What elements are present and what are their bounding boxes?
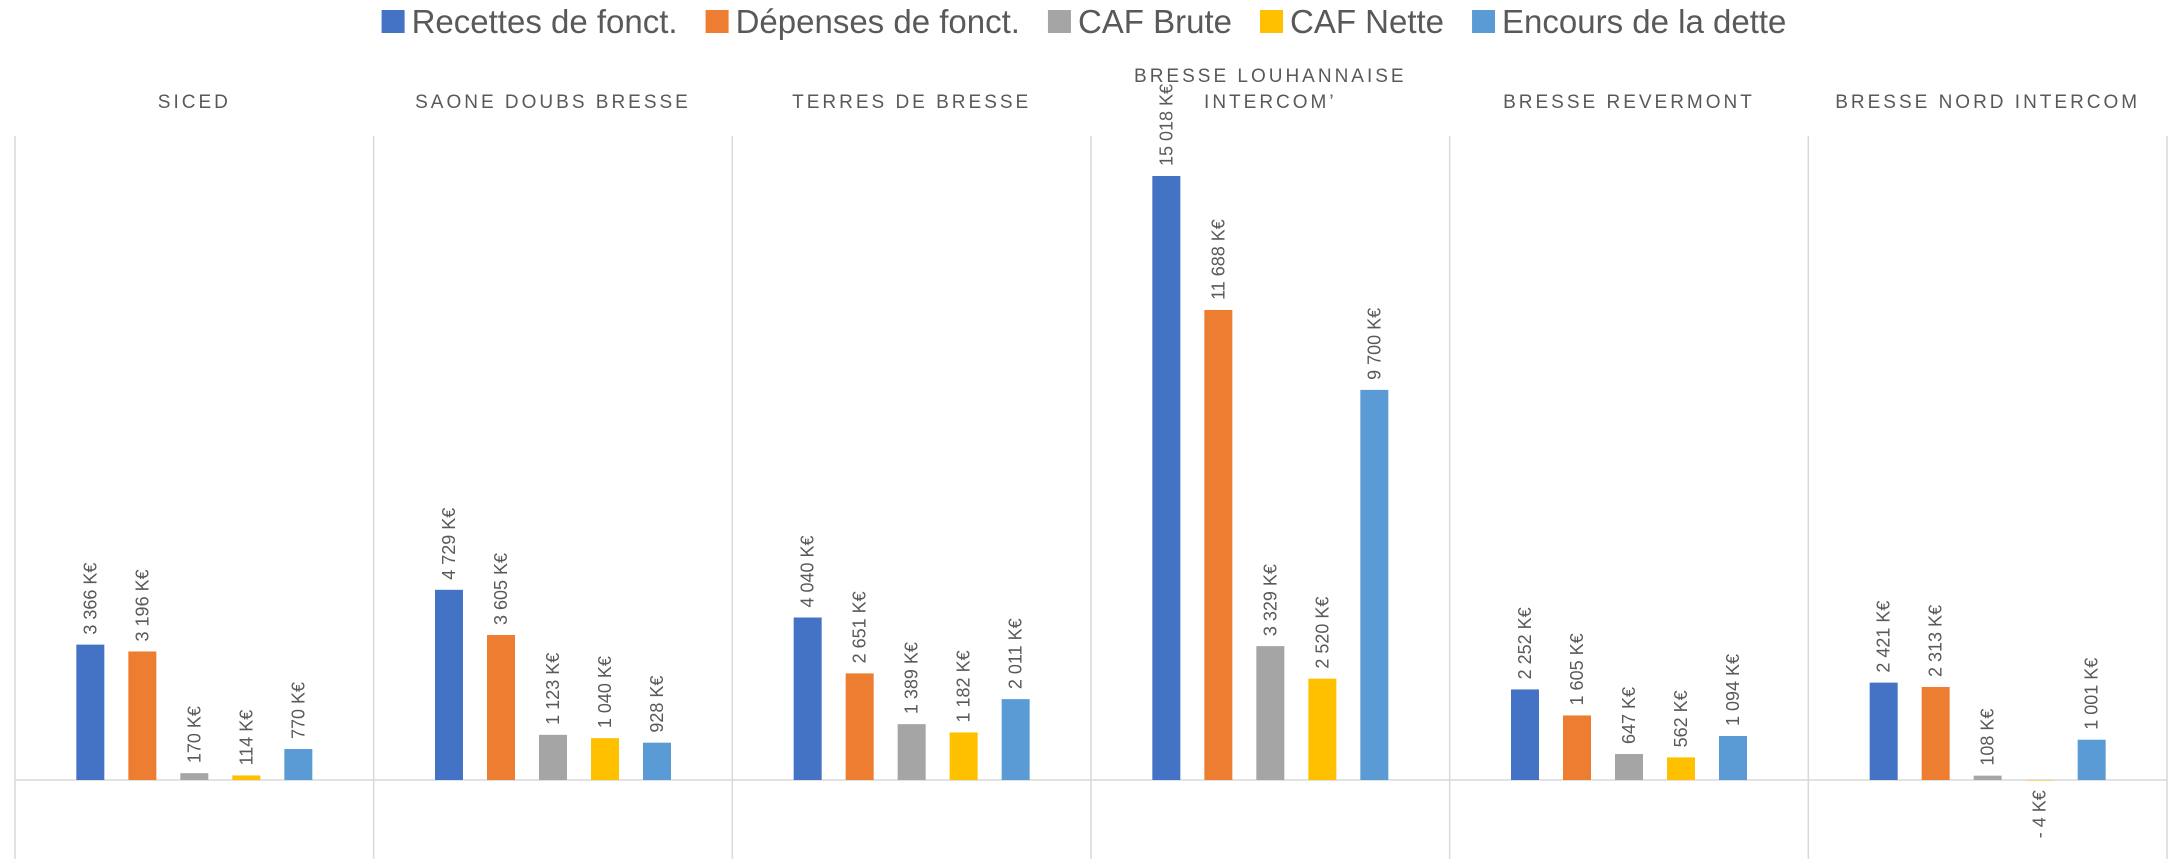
value-label: 9 700 K€ <box>1364 308 1384 380</box>
bar <box>591 738 619 780</box>
legend-label: Dépenses de fonct. <box>736 3 1020 40</box>
value-label: 4 729 K€ <box>439 508 459 580</box>
value-label: 770 K€ <box>288 682 308 739</box>
bar <box>128 651 157 780</box>
category-label: TERRES DE BRESSE <box>792 92 1031 113</box>
bar <box>1256 646 1285 780</box>
value-label: 170 K€ <box>184 706 204 763</box>
category-label-line: BRESSE LOUHANNAISE <box>1134 66 1407 87</box>
legend-swatch <box>705 10 729 33</box>
legend-label: CAF Nette <box>1290 3 1444 40</box>
bar <box>1719 736 1747 780</box>
bar <box>180 773 209 780</box>
legend-label: Encours de la dette <box>1502 3 1786 40</box>
legend-label: Recettes de fonct. <box>412 3 678 40</box>
bar <box>643 742 671 780</box>
value-label: 3 329 K€ <box>1260 564 1280 636</box>
bar <box>1152 176 1181 780</box>
bar <box>1869 682 1898 780</box>
value-label: 1 123 K€ <box>543 653 563 725</box>
category-label: BRESSE LOUHANNAISE INTERCOM’ <box>1134 66 1407 113</box>
bar <box>2025 780 2054 781</box>
bar <box>435 589 463 780</box>
bar <box>76 644 105 780</box>
bar <box>1615 753 1643 780</box>
value-label: 114 K€ <box>236 710 256 766</box>
legend-swatch <box>381 10 405 33</box>
value-label: 4 040 K€ <box>798 535 818 607</box>
value-label: 1 605 K€ <box>1567 633 1587 705</box>
legend-label: CAF Brute <box>1078 3 1232 40</box>
value-label: 3 366 K€ <box>80 563 100 635</box>
value-label: 15 018 K€ <box>1156 84 1176 166</box>
value-label: 2 520 K€ <box>1312 597 1332 669</box>
value-label: 2 252 K€ <box>1515 607 1535 679</box>
bar <box>845 673 874 780</box>
bar <box>949 732 978 780</box>
value-label: 2 421 K€ <box>1874 601 1894 673</box>
value-label: 647 K€ <box>1619 687 1639 744</box>
bar <box>1921 686 1950 780</box>
bar <box>1308 678 1337 780</box>
category-label-line: INTERCOM’ <box>1204 92 1337 113</box>
bar <box>539 734 567 780</box>
category-label: SAONE DOUBS BRESSE <box>415 92 691 113</box>
legend-swatch <box>1472 10 1496 33</box>
value-label: 3 196 K€ <box>132 569 152 641</box>
value-label: 2 313 K€ <box>1926 605 1946 677</box>
value-label: 1 040 K€ <box>595 656 615 728</box>
value-label: 11 688 K€ <box>1208 219 1228 300</box>
bar <box>232 775 261 780</box>
legend: Recettes de fonct. Dépenses de fonct. CAF … <box>381 3 1786 40</box>
value-label: 108 K€ <box>1978 709 1998 766</box>
value-label: 562 K€ <box>1671 690 1691 747</box>
legend-swatch <box>1259 10 1283 33</box>
category-label: BRESSE NORD INTERCOM <box>1835 92 2140 113</box>
bar <box>1204 309 1233 780</box>
category-label: BRESSE REVERMONT <box>1503 92 1755 113</box>
value-label: 2 651 K€ <box>850 591 870 663</box>
bar <box>487 635 515 780</box>
value-label: 1 389 K€ <box>902 642 922 714</box>
value-label: 3 605 K€ <box>491 553 511 625</box>
value-label: 1 094 K€ <box>1723 654 1743 726</box>
bar <box>1667 757 1695 780</box>
bar <box>1511 689 1539 780</box>
bar <box>1001 699 1030 780</box>
legend-swatch <box>1047 10 1071 33</box>
bar <box>897 724 926 780</box>
value-label: 1 001 K€ <box>2082 658 2102 730</box>
value-label: - 4 K€ <box>2030 790 2050 838</box>
value-label: 2 011 K€ <box>1006 618 1026 689</box>
value-label: 928 K€ <box>647 676 667 733</box>
bar <box>793 617 822 780</box>
category-label: SICED <box>158 92 231 113</box>
bar <box>1360 389 1389 780</box>
bar <box>1973 775 2002 780</box>
bar <box>284 749 313 780</box>
bar <box>2077 739 2106 780</box>
bar <box>1563 715 1591 780</box>
value-label: 1 182 K€ <box>954 650 974 722</box>
